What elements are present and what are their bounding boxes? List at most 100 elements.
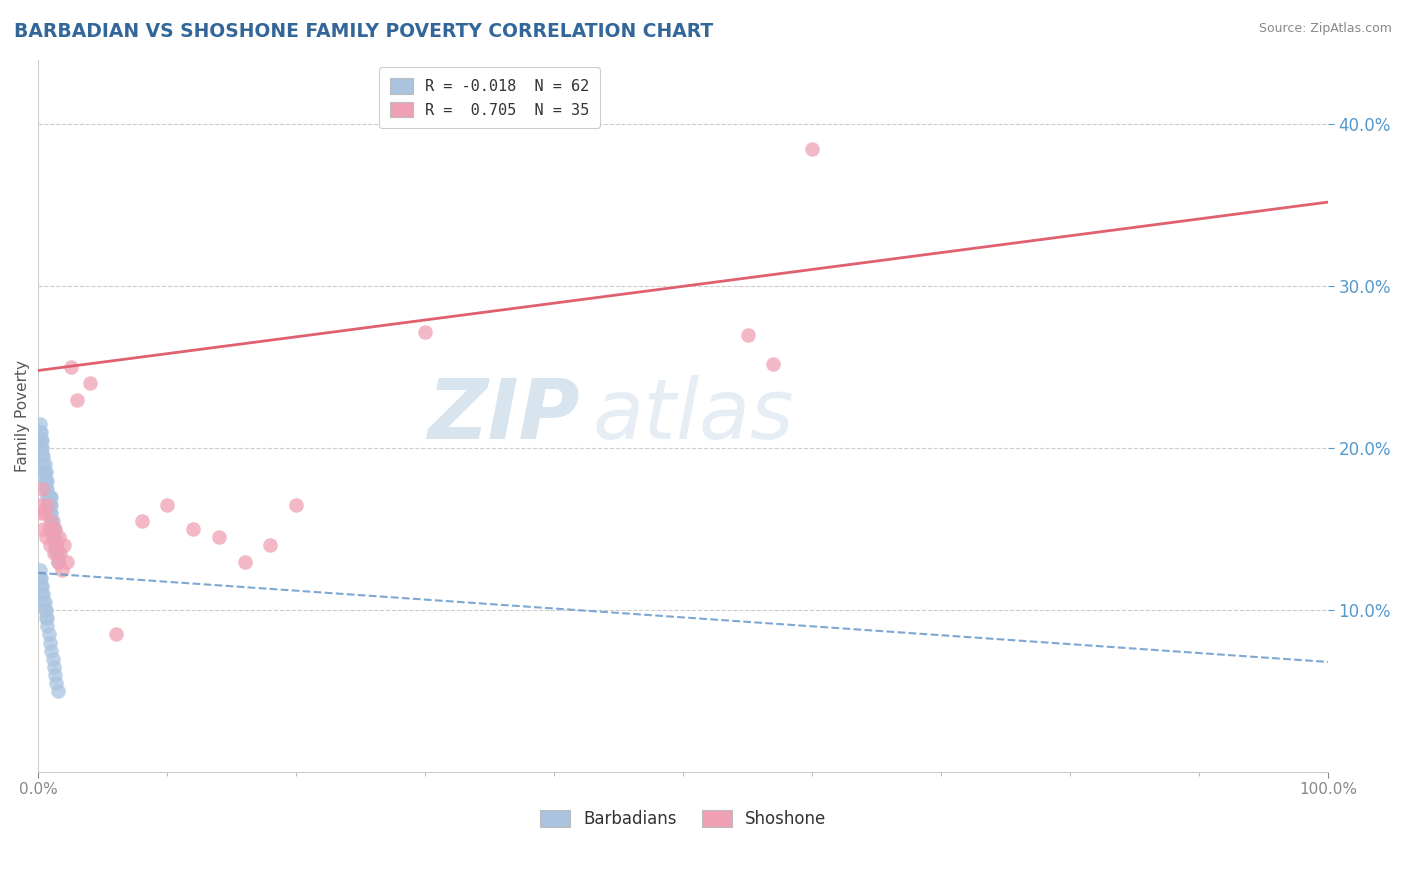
Point xyxy=(32,450,55,464)
Point xyxy=(35,474,58,488)
Point xyxy=(28,433,51,447)
Point xyxy=(39,514,62,528)
Point xyxy=(30,425,52,439)
Point xyxy=(55,555,77,569)
Point xyxy=(42,660,65,674)
Point xyxy=(49,546,72,560)
Text: BARBADIAN VS SHOSHONE FAMILY POVERTY CORRELATION CHART: BARBADIAN VS SHOSHONE FAMILY POVERTY COR… xyxy=(14,22,713,41)
Point xyxy=(233,555,256,569)
Point xyxy=(59,360,82,375)
Point xyxy=(38,627,60,641)
Point xyxy=(156,498,179,512)
Point xyxy=(31,450,53,464)
Point xyxy=(38,490,60,504)
Point xyxy=(44,530,66,544)
Point xyxy=(39,506,62,520)
Text: ZIP: ZIP xyxy=(427,376,581,457)
Point xyxy=(35,530,58,544)
Point xyxy=(208,530,231,544)
Point xyxy=(131,514,153,528)
Point xyxy=(28,563,51,577)
Point xyxy=(41,651,63,665)
Point xyxy=(762,357,785,371)
Point xyxy=(285,498,308,512)
Point xyxy=(41,514,63,528)
Point xyxy=(32,595,55,609)
Point xyxy=(38,522,60,536)
Point xyxy=(79,376,101,391)
Point xyxy=(31,482,53,496)
Point xyxy=(45,538,67,552)
Point xyxy=(28,498,51,512)
Point xyxy=(413,325,436,339)
Text: atlas: atlas xyxy=(593,376,794,457)
Point xyxy=(30,506,52,520)
Point xyxy=(801,142,824,156)
Point xyxy=(259,538,281,552)
Point xyxy=(32,458,55,472)
Point xyxy=(45,546,67,560)
Point xyxy=(34,506,56,520)
Point xyxy=(28,425,51,439)
Point xyxy=(34,466,56,480)
Point xyxy=(34,474,56,488)
Point xyxy=(34,603,56,617)
Point xyxy=(30,579,52,593)
Point xyxy=(42,522,65,536)
Point xyxy=(30,441,52,455)
Point xyxy=(104,627,127,641)
Point xyxy=(39,490,62,504)
Point xyxy=(41,522,63,536)
Point xyxy=(30,433,52,447)
Point xyxy=(39,635,62,649)
Point xyxy=(45,538,67,552)
Point xyxy=(181,522,204,536)
Point xyxy=(37,619,59,633)
Legend: Barbadians, Shoshone: Barbadians, Shoshone xyxy=(533,804,834,835)
Point xyxy=(37,482,59,496)
Point xyxy=(46,546,69,560)
Point xyxy=(46,684,69,698)
Point xyxy=(37,490,59,504)
Point xyxy=(44,538,66,552)
Point xyxy=(39,506,62,520)
Point xyxy=(35,611,58,625)
Point xyxy=(48,530,70,544)
Point xyxy=(32,522,55,536)
Point xyxy=(35,482,58,496)
Point xyxy=(31,441,53,455)
Point xyxy=(39,498,62,512)
Point xyxy=(42,530,65,544)
Point xyxy=(66,392,89,407)
Point xyxy=(38,498,60,512)
Point xyxy=(39,498,62,512)
Point xyxy=(28,571,51,585)
Point xyxy=(44,522,66,536)
Point xyxy=(39,643,62,657)
Point xyxy=(44,668,66,682)
Point xyxy=(34,458,56,472)
Point xyxy=(41,530,63,544)
Point xyxy=(32,587,55,601)
Point xyxy=(46,555,69,569)
Point xyxy=(51,563,73,577)
Point xyxy=(35,603,58,617)
Y-axis label: Family Poverty: Family Poverty xyxy=(15,359,30,472)
Point xyxy=(46,555,69,569)
Point xyxy=(32,466,55,480)
Point xyxy=(45,676,67,690)
Point xyxy=(53,538,76,552)
Point xyxy=(37,611,59,625)
Point xyxy=(31,587,53,601)
Point xyxy=(39,514,62,528)
Point xyxy=(39,538,62,552)
Point xyxy=(737,327,759,342)
Point xyxy=(37,474,59,488)
Point xyxy=(28,417,51,431)
Point xyxy=(42,546,65,560)
Point xyxy=(34,595,56,609)
Text: Source: ZipAtlas.com: Source: ZipAtlas.com xyxy=(1258,22,1392,36)
Point xyxy=(39,490,62,504)
Point xyxy=(31,433,53,447)
Point xyxy=(31,579,53,593)
